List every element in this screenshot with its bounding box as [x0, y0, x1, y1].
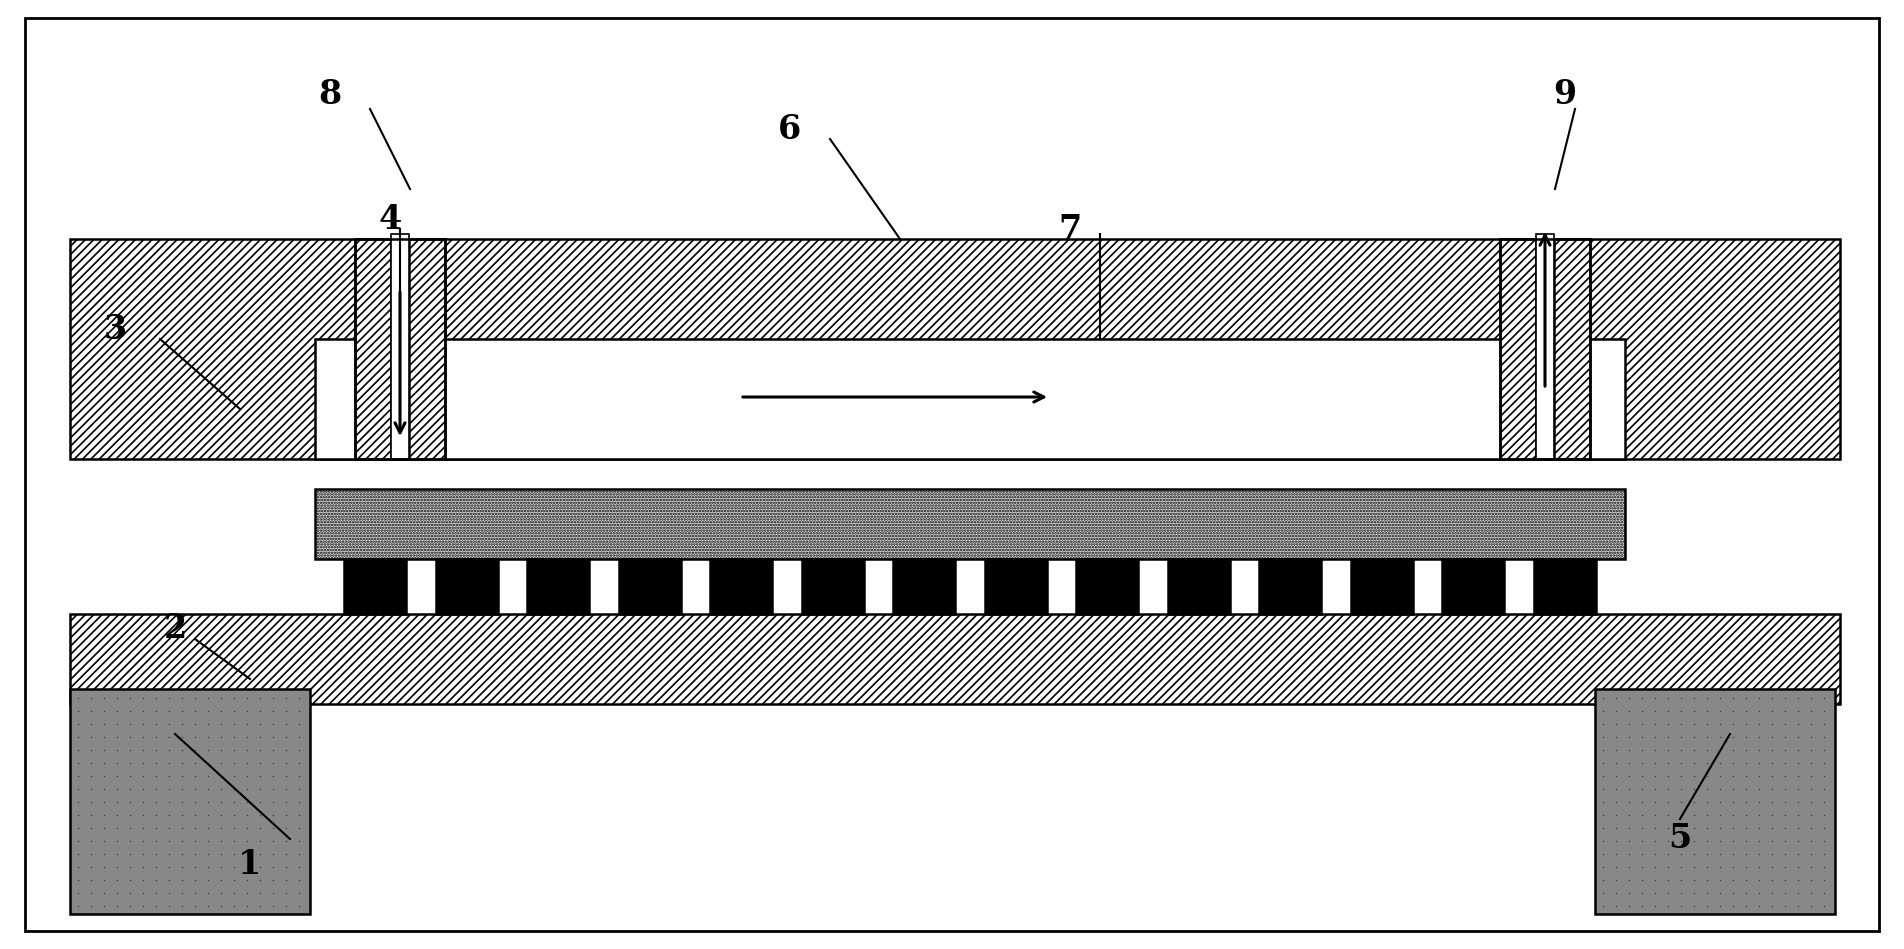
Text: 6: 6	[779, 113, 802, 145]
Text: 3: 3	[103, 312, 128, 345]
Bar	[1533, 559, 1596, 614]
Bar	[1350, 559, 1413, 614]
Bar	[1167, 559, 1230, 614]
Bar	[70, 614, 1839, 704]
Bar	[619, 559, 682, 614]
Bar	[354, 239, 446, 459]
Bar	[314, 339, 1624, 459]
Bar	[436, 559, 499, 614]
Bar	[802, 559, 864, 614]
Bar	[984, 559, 1047, 614]
Bar	[710, 559, 773, 614]
Bar	[70, 689, 310, 914]
Text: 5: 5	[1668, 823, 1691, 855]
Bar	[1076, 559, 1139, 614]
Bar	[409, 239, 446, 459]
Text: 8: 8	[318, 78, 341, 110]
Bar	[1500, 239, 1537, 459]
Bar	[893, 559, 956, 614]
Bar	[70, 239, 1839, 459]
Text: 4: 4	[379, 202, 402, 235]
Bar	[345, 559, 406, 614]
Bar	[527, 559, 590, 614]
Text: 2: 2	[164, 612, 187, 645]
Bar	[1259, 559, 1321, 614]
Bar	[1554, 239, 1590, 459]
Bar	[1537, 234, 1554, 459]
Text: 1: 1	[238, 847, 261, 881]
Bar	[354, 239, 390, 459]
Bar	[1500, 239, 1590, 459]
Text: 7: 7	[1059, 213, 1081, 246]
Bar	[314, 489, 1624, 559]
Bar	[1596, 689, 1835, 914]
Text: 9: 9	[1554, 78, 1577, 110]
Bar	[390, 234, 409, 459]
Bar	[1441, 559, 1504, 614]
